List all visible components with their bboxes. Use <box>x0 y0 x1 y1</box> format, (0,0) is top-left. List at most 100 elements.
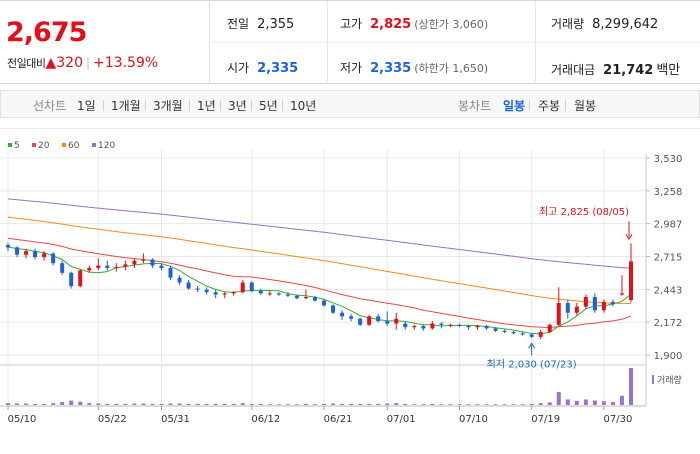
volume-bar <box>340 403 345 405</box>
volume-bar <box>583 399 588 405</box>
line-chart-label: 선차트 <box>33 99 67 113</box>
candle-body <box>412 325 417 328</box>
y-tick-label: 2,443 <box>654 285 683 296</box>
period-separator <box>529 100 530 111</box>
volume-bar <box>538 403 543 405</box>
volume-bar <box>150 403 155 405</box>
volume-bar <box>285 404 290 405</box>
candle-body <box>403 323 408 328</box>
volume-bar <box>376 403 381 405</box>
volume-bar <box>33 403 38 405</box>
legend-label-20: 20 <box>38 141 50 151</box>
volume-bar <box>105 403 110 405</box>
candle-body <box>547 324 552 333</box>
stat-low: 저가 2,335 (하한가 1,650) <box>340 61 489 76</box>
period-3m[interactable]: 3개월 <box>153 99 183 113</box>
candle-body <box>42 253 47 258</box>
volume-bar <box>394 403 399 405</box>
period-separator <box>189 100 190 111</box>
period-bar: 선차트 1일 1개월 3개월 1년 3년 5년 10년 봉차트 일봉 주봉 월봉 <box>0 90 700 118</box>
volume-bar <box>619 395 624 405</box>
period-1m[interactable]: 1개월 <box>111 99 141 113</box>
change-label: 전일대비 <box>7 57 46 70</box>
ma-line-60 <box>7 216 632 305</box>
candle-body <box>367 316 372 325</box>
volume-bar <box>303 403 308 405</box>
candle-body <box>24 251 29 255</box>
candle-body <box>33 251 38 258</box>
stat-amount: 거래대금 21,742 백만 <box>551 63 681 78</box>
candle-body <box>349 316 354 319</box>
volume-bar <box>457 404 462 405</box>
x-tick-label: 07/01 <box>387 414 416 425</box>
candle-body <box>394 318 399 324</box>
candle-body <box>529 334 534 337</box>
candle-body <box>267 293 272 295</box>
candle-body <box>78 270 83 287</box>
change-percent: +13.59% <box>93 55 159 71</box>
chart-grid <box>0 127 700 407</box>
chart-annotations: 최고 2,825 (08/05) 최저 2,030 (07/23) <box>487 206 633 370</box>
volume-bar <box>87 403 92 405</box>
volume-bar <box>367 403 372 405</box>
candle-monthly[interactable]: 월봉 <box>574 99 597 113</box>
stat-open: 시가 2,335 <box>227 61 299 76</box>
volume-bar <box>168 403 173 405</box>
x-tick-label: 05/22 <box>98 414 127 425</box>
candle-body <box>222 293 227 295</box>
stat-grid: 전일 2,355 시가 2,335 고가 2,825 (상한가 3,060) 저가 2,3… <box>211 1 700 84</box>
candle-body <box>141 259 146 261</box>
candle-body <box>132 260 137 265</box>
volume-bar <box>403 403 408 405</box>
x-tick-label: 05/31 <box>161 414 190 425</box>
candle-body <box>466 325 471 328</box>
low-annotation: 최저 2,030 (07/23) <box>487 358 577 370</box>
x-tick-label: 05/10 <box>8 414 37 425</box>
candle-body <box>421 325 426 329</box>
high-arrowhead-icon <box>625 233 633 241</box>
change-value: 320 <box>56 55 83 71</box>
candle-body <box>150 259 155 266</box>
volume-bar <box>358 403 363 405</box>
volume-bar <box>592 400 597 405</box>
volume-bars <box>6 368 633 405</box>
volume-bar <box>547 402 552 405</box>
candle-daily[interactable]: 일봉 <box>503 99 526 113</box>
volume-bar <box>6 403 10 405</box>
candle-body <box>565 303 570 313</box>
volume-bar <box>96 403 101 405</box>
volume-bar <box>141 403 146 405</box>
volume-bar <box>610 402 615 405</box>
candle-body <box>303 296 308 299</box>
legend-swatch-60 <box>62 143 66 147</box>
period-1d[interactable]: 1일 <box>77 99 96 113</box>
period-3y[interactable]: 3년 <box>228 99 247 113</box>
volume-bar <box>24 403 29 405</box>
legend-swatch-120 <box>92 143 96 147</box>
volume-bar <box>249 403 254 405</box>
volume-bar <box>629 368 633 405</box>
candle-body <box>258 290 263 294</box>
x-tick-label: 06/21 <box>324 414 353 425</box>
candle-body <box>538 332 543 337</box>
candle-body <box>312 296 317 301</box>
period-5y[interactable]: 5년 <box>259 99 278 113</box>
candle-weekly[interactable]: 주봉 <box>538 99 561 113</box>
candle-body <box>159 265 164 268</box>
volume-bar <box>439 404 444 405</box>
volume-bar <box>177 403 182 405</box>
volume-bar <box>502 404 507 405</box>
period-separator <box>282 100 283 111</box>
x-tick-label: 07/30 <box>603 414 632 425</box>
period-1y[interactable]: 1년 <box>197 99 216 113</box>
period-separator <box>103 100 104 111</box>
volume-bar <box>240 403 245 405</box>
volume-bar <box>15 403 20 405</box>
volume-bar <box>78 401 83 405</box>
stock-chart-svg: 5 20 60 120 3,530 3,258 2,987 2,715 2,443 2,172 1… <box>0 127 700 425</box>
volume-bar <box>276 404 281 405</box>
volume-bar <box>60 402 65 405</box>
price-change: 전일대비▲320 | +13.59% <box>7 55 158 71</box>
period-10y[interactable]: 10년 <box>290 99 317 113</box>
candle-body <box>114 266 119 268</box>
